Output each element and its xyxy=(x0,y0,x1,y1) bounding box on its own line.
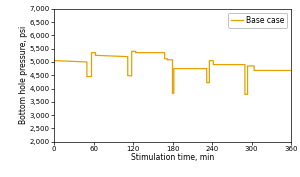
Base case xyxy=(94,52,97,54)
Base case xyxy=(165,59,169,61)
Base case xyxy=(208,59,211,62)
Base case xyxy=(212,64,215,66)
Legend: Base case: Base case xyxy=(228,13,287,28)
Base case xyxy=(90,76,93,78)
Base case xyxy=(243,64,247,66)
Base case xyxy=(134,52,137,54)
Base case xyxy=(134,50,137,52)
Base case xyxy=(163,58,166,60)
Base case xyxy=(205,68,208,70)
Base case xyxy=(246,65,249,67)
Base case xyxy=(53,59,56,62)
Base case xyxy=(126,75,130,77)
Base case xyxy=(85,61,89,63)
Base case xyxy=(252,69,256,72)
Y-axis label: Bottom hole pressure, psi: Bottom hole pressure, psi xyxy=(19,26,28,124)
Base case xyxy=(172,68,175,70)
Base case xyxy=(171,59,174,61)
Base case xyxy=(212,59,215,62)
Base case xyxy=(130,75,134,77)
Base case xyxy=(246,93,249,95)
Base case xyxy=(171,92,174,94)
Base case xyxy=(252,65,256,67)
Base case xyxy=(130,50,134,52)
Base case xyxy=(126,56,130,58)
Base case xyxy=(85,76,89,78)
Base case xyxy=(205,82,208,84)
X-axis label: Stimulation time, min: Stimulation time, min xyxy=(131,153,214,162)
Base case xyxy=(243,93,247,95)
Base case xyxy=(53,59,56,62)
Base case xyxy=(289,69,293,72)
Base case xyxy=(165,58,169,60)
Base case xyxy=(52,58,56,60)
Base case xyxy=(172,92,175,94)
Base case xyxy=(90,52,93,54)
Base case xyxy=(163,52,166,54)
Base case xyxy=(208,82,211,84)
Line: Base case: Base case xyxy=(54,51,291,94)
Base case xyxy=(94,54,97,56)
